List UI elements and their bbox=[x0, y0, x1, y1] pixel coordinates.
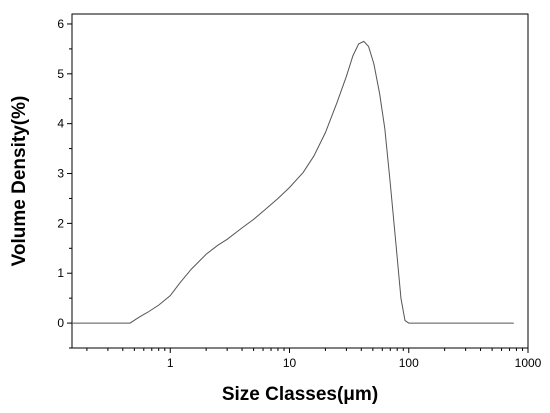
y-tick-label: 5 bbox=[57, 67, 64, 81]
x-tick-label: 1000 bbox=[515, 356, 542, 370]
x-tick-label: 100 bbox=[399, 356, 419, 370]
y-tick-label: 2 bbox=[57, 216, 64, 230]
plot-frame bbox=[71, 13, 529, 349]
y-tick-label: 1 bbox=[57, 266, 64, 280]
x-axis-ticks: 1 10 100 1000 bbox=[86, 348, 542, 370]
volume-density-line bbox=[72, 40, 514, 324]
y-axis-title: Volume Density(%) bbox=[9, 96, 30, 267]
x-axis-title: Size Classes(μm) bbox=[222, 384, 378, 405]
x-tick-label: 10 bbox=[283, 356, 297, 370]
x-tick-label: 1 bbox=[167, 356, 174, 370]
y-tick-label: 4 bbox=[57, 117, 64, 131]
y-tick-label: 0 bbox=[57, 316, 64, 330]
y-axis-ticks: 0 1 2 3 4 5 6 bbox=[57, 17, 72, 349]
y-tick-label: 6 bbox=[57, 17, 64, 31]
y-tick-label: 3 bbox=[57, 167, 64, 181]
